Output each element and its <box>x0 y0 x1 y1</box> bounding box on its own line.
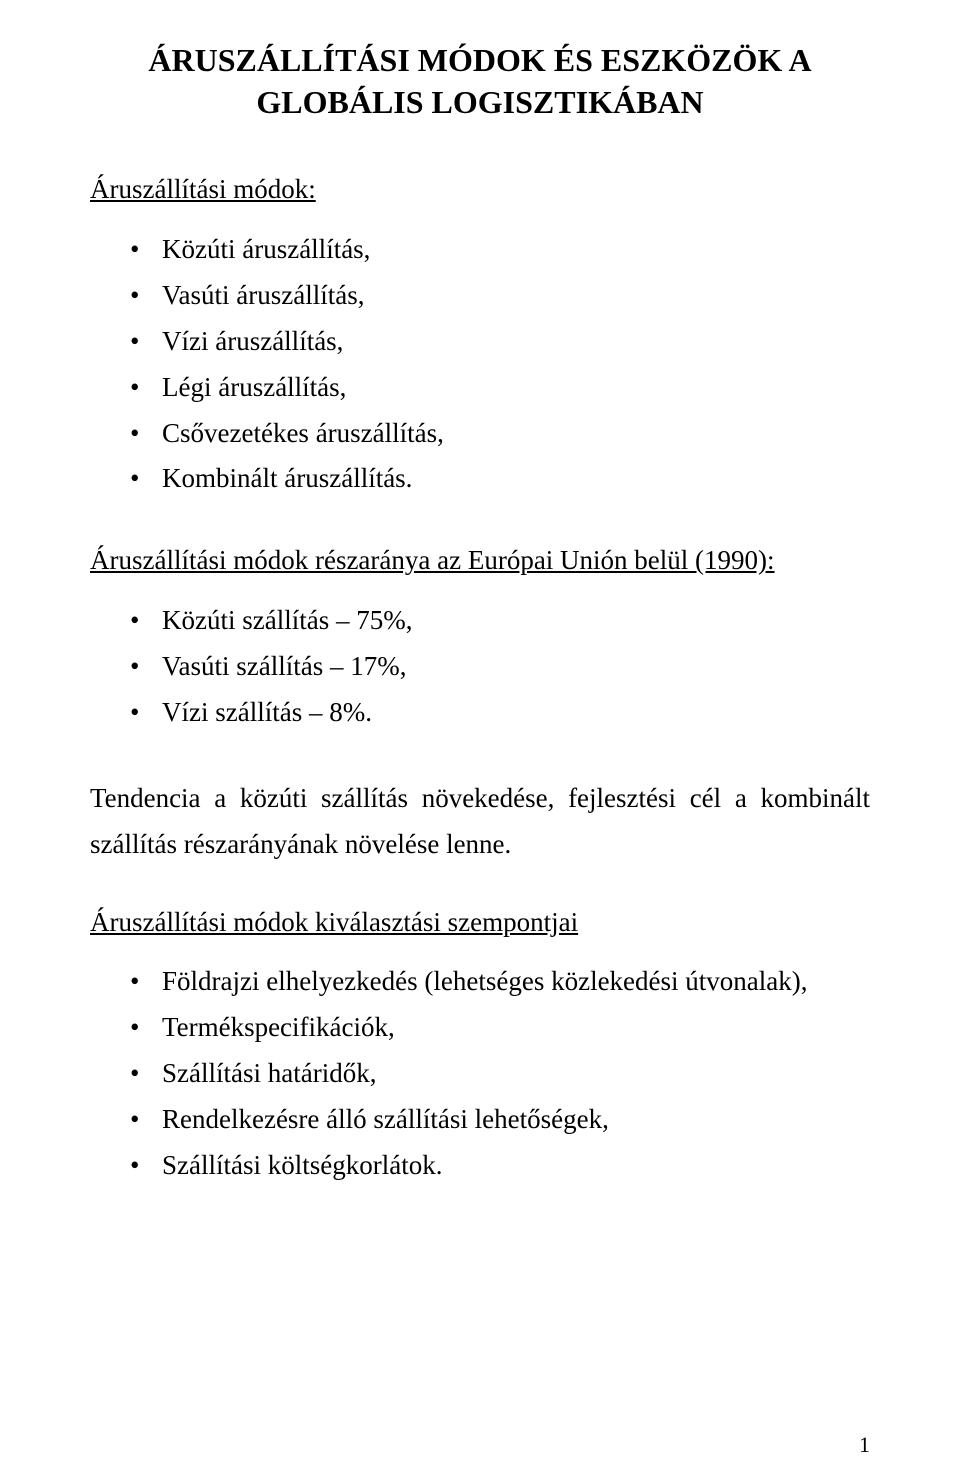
section-heading-selection: Áruszállítási módok kiválasztási szempon… <box>90 904 870 942</box>
section-heading-share: Áruszállítási módok részaránya az Európa… <box>90 542 870 580</box>
list-item: Szállítási költségkorlátok. <box>90 1143 870 1189</box>
list-item: Földrajzi elhelyezkedés (lehetséges közl… <box>90 959 870 1005</box>
list-modes: Közúti áruszállítás, Vasúti áruszállítás… <box>90 227 870 502</box>
section-heading-modes: Áruszállítási módok: <box>90 171 870 209</box>
list-item: Rendelkezésre álló szállítási lehetősége… <box>90 1097 870 1143</box>
list-item: Szállítási határidők, <box>90 1051 870 1097</box>
list-share: Közúti szállítás – 75%, Vasúti szállítás… <box>90 598 870 736</box>
list-item: Vízi áruszállítás, <box>90 319 870 365</box>
list-selection: Földrajzi elhelyezkedés (lehetséges közl… <box>90 959 870 1188</box>
page-title: ÁRUSZÁLLÍTÁSI MÓDOK ÉS ESZKÖZÖK A GLOBÁL… <box>90 40 870 123</box>
list-item: Termékspecifikációk, <box>90 1005 870 1051</box>
list-item: Közúti szállítás – 75%, <box>90 598 870 644</box>
list-item: Vasúti szállítás – 17%, <box>90 644 870 690</box>
page-number: 1 <box>859 1432 870 1458</box>
list-item: Csővezetékes áruszállítás, <box>90 411 870 457</box>
list-item: Vasúti áruszállítás, <box>90 273 870 319</box>
document-page: ÁRUSZÁLLÍTÁSI MÓDOK ÉS ESZKÖZÖK A GLOBÁL… <box>0 0 960 1482</box>
list-item: Kombinált áruszállítás. <box>90 456 870 502</box>
title-line-1: ÁRUSZÁLLÍTÁSI MÓDOK ÉS ESZKÖZÖK A <box>148 42 811 78</box>
paragraph-tendency: Tendencia a közúti szállítás növekedése,… <box>90 776 870 868</box>
title-line-2: GLOBÁLIS LOGISZTIKÁBAN <box>256 84 703 120</box>
list-item: Közúti áruszállítás, <box>90 227 870 273</box>
list-item: Légi áruszállítás, <box>90 365 870 411</box>
list-item: Vízi szállítás – 8%. <box>90 690 870 736</box>
